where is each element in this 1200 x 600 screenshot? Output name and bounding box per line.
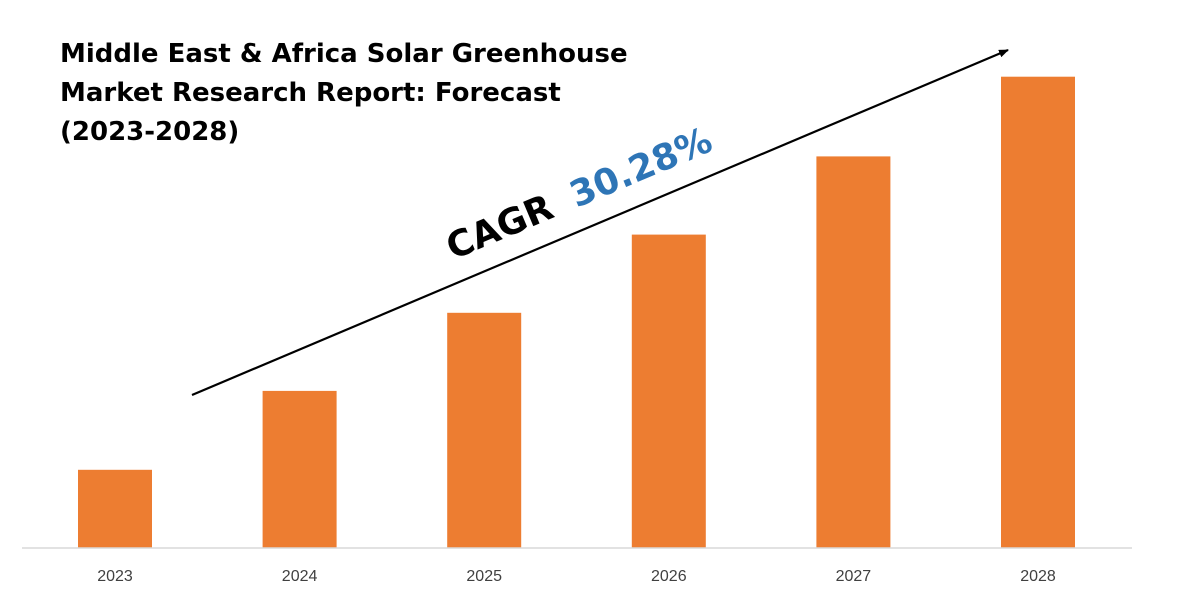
growth-trend-arrow bbox=[191, 48, 1009, 397]
cagr-label: CAGR bbox=[441, 187, 560, 268]
bar-2025 bbox=[447, 312, 522, 548]
x-axis-tick-labels: 2023 2024 2025 2026 2027 2028 bbox=[97, 568, 1056, 585]
x-tick-label-2028: 2028 bbox=[1020, 568, 1056, 585]
x-tick-label-2027: 2027 bbox=[836, 568, 872, 585]
x-tick-label-2024: 2024 bbox=[282, 568, 318, 585]
bar-2026 bbox=[631, 234, 706, 548]
x-tick-label-2025: 2025 bbox=[466, 568, 502, 585]
bar-2024 bbox=[262, 390, 337, 548]
bar-series bbox=[78, 76, 1075, 548]
cagr-value: 30.28% bbox=[564, 120, 718, 216]
x-tick-label-2026: 2026 bbox=[651, 568, 687, 585]
chart-title: Middle East & Africa Solar Greenhouse Ma… bbox=[60, 39, 628, 147]
bar-2027 bbox=[816, 156, 891, 548]
bar-2023 bbox=[78, 469, 152, 548]
chart-title-line-3: (2023-2028) bbox=[60, 117, 239, 147]
bar-2028 bbox=[1001, 76, 1075, 548]
x-tick-label-2023: 2023 bbox=[97, 568, 133, 585]
chart-title-line-1: Middle East & Africa Solar Greenhouse bbox=[60, 39, 628, 69]
chart-title-line-2: Market Research Report: Forecast bbox=[60, 78, 561, 108]
